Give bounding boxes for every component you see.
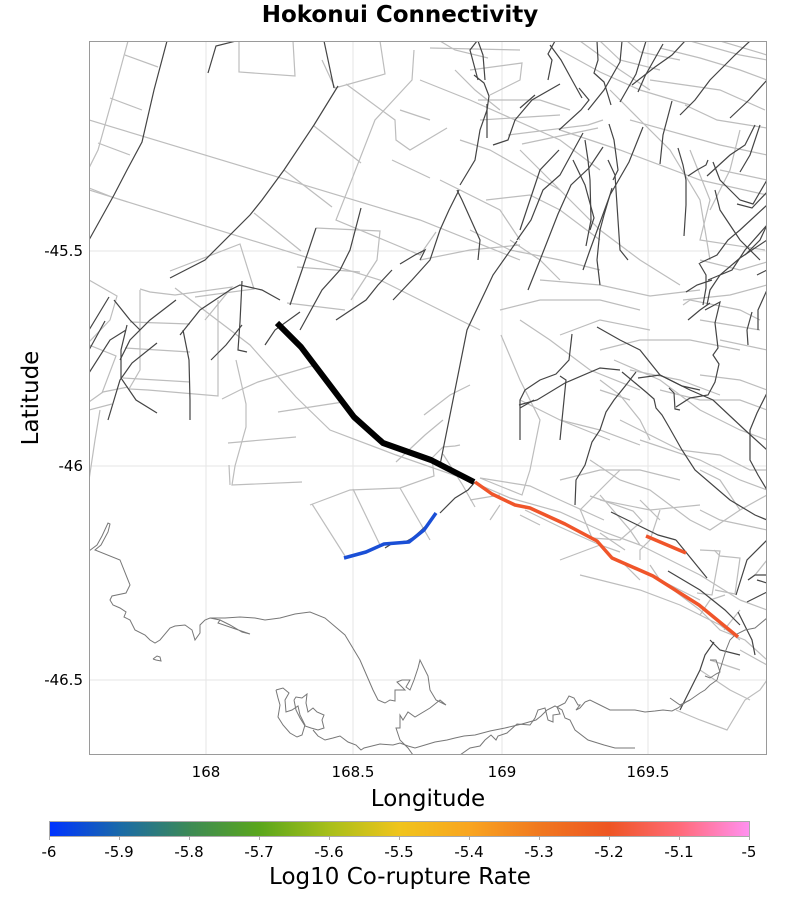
colorbar-tick-mark: [609, 837, 610, 840]
map-canvas: [90, 42, 766, 754]
y-tick-label: -45.5: [44, 242, 83, 260]
colorbar-tick-label: -6: [41, 843, 57, 861]
colorbar-tick-mark: [189, 837, 190, 840]
y-tick-label: -46.5: [44, 671, 83, 689]
x-tick-label: 168.5: [331, 763, 375, 781]
colorbar-tick-mark: [49, 837, 50, 840]
colorbar-tick-mark: [469, 837, 470, 840]
colorbar-tick-mark: [749, 837, 750, 840]
colorbar-tick-mark: [679, 837, 680, 840]
map-plot-area: [89, 41, 767, 755]
colorbar-tick-label: -5.6: [314, 843, 344, 861]
fault-subsections: [90, 42, 766, 731]
x-tick-label: 169.5: [626, 763, 670, 781]
gridlines: [90, 42, 766, 754]
chart-title: Hokonui Connectivity: [261, 2, 539, 28]
colorbar-tick-label: -5.9: [104, 843, 134, 861]
colorbar-label: Log10 Co-rupture Rate: [269, 864, 531, 890]
colorbar-tick-label: -5: [741, 843, 757, 861]
colorbar-tick-label: -5.2: [594, 843, 624, 861]
colorbar-tick-mark: [259, 837, 260, 840]
colorbar-tick-label: -5.3: [524, 843, 554, 861]
colorbar-tick-label: -5.5: [384, 843, 414, 861]
coastline: [90, 522, 766, 754]
colorbar: [49, 821, 750, 837]
x-tick-label: 168: [191, 763, 221, 781]
connected-fault-blue: [343, 511, 438, 560]
colorbar-tick-label: -5.4: [454, 843, 484, 861]
y-axis-label: Latitude: [18, 350, 44, 446]
colorbar-tick-label: -5.1: [664, 843, 694, 861]
colorbar-tick-mark: [329, 837, 330, 840]
fault-traces: [90, 42, 766, 711]
colorbar-tick-mark: [119, 837, 120, 840]
highlighted-fault-hokonui: [274, 320, 476, 485]
colorbar-tick-label: -5.7: [244, 843, 274, 861]
colorbar-tick-label: -5.8: [174, 843, 204, 861]
x-axis-label: Longitude: [370, 786, 486, 812]
colorbar-tick-mark: [539, 837, 540, 840]
x-tick-label: 169: [487, 763, 517, 781]
connected-fault-orange: [473, 480, 740, 639]
y-tick-label: -46: [58, 457, 84, 475]
colorbar-tick-mark: [399, 837, 400, 840]
